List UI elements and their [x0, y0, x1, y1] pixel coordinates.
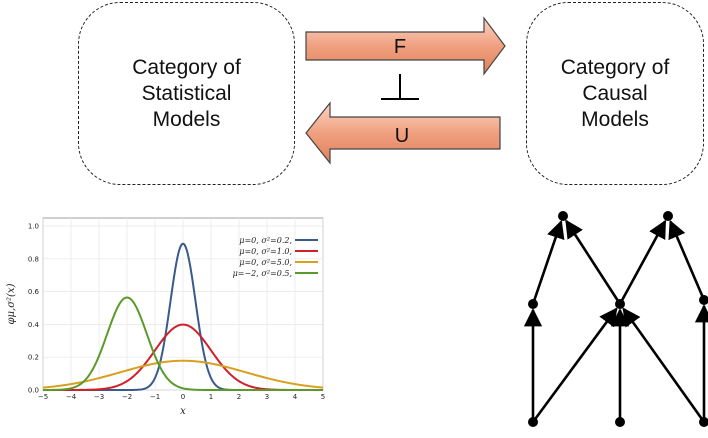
x-tick-label: −4	[66, 393, 77, 401]
x-tick-label: −1	[150, 393, 160, 401]
x-tick-label: 3	[265, 393, 269, 401]
node-top-right	[663, 211, 673, 221]
series-line-2	[42, 359, 324, 389]
node-bottom-right	[699, 417, 708, 427]
node-mid-left	[528, 299, 538, 309]
edge-mid-right-to-top-right	[668, 219, 706, 301]
x-tick-label: 5	[321, 393, 325, 401]
edge-bottom-right-to-mid-center	[622, 307, 706, 423]
y-axis-label: φμ,σ²(x)	[6, 283, 17, 324]
edge-bottom-left-to-mid-center	[531, 307, 618, 423]
functor-f-arrow: F	[305, 16, 506, 76]
x-tick-label: −2	[122, 393, 132, 401]
functor-f-label: F	[394, 36, 406, 58]
legend-label-2: μ=0, σ²=5.0,	[239, 258, 292, 267]
legend-label-3: μ=−2, σ²=0.5,	[233, 269, 292, 278]
functor-u-arrow: U	[305, 101, 501, 165]
statistical-models-category: Category of Statistical Models	[78, 2, 295, 185]
edge-mid-center-to-top-right	[618, 219, 667, 305]
series-line-3	[43, 296, 323, 391]
y-tick-label: 1.0	[28, 223, 39, 231]
legend-label-0: μ=0, σ²=0.2,	[239, 236, 292, 245]
edge-mid-left-to-top-left	[531, 219, 565, 305]
edge-mid-center-to-top-left	[565, 219, 622, 305]
y-tick-label: 0.2	[28, 354, 39, 362]
node-bottom-left	[528, 417, 538, 427]
x-tick-label: −5	[38, 393, 48, 401]
causal-models-category: Category of Causal Models	[526, 2, 704, 185]
adjunction-symbol	[381, 74, 419, 100]
x-tick-label: −3	[94, 393, 104, 401]
x-tick-label: 0	[181, 393, 185, 401]
y-tick-label: 0.4	[28, 321, 40, 329]
legend-label-1: μ=0, σ²=1.0,	[239, 247, 292, 256]
functor-u-label: U	[395, 125, 409, 147]
causal-graph	[523, 211, 708, 427]
node-top-left	[558, 211, 568, 221]
y-tick-label: 0.0	[28, 387, 39, 395]
y-tick-label: 0.6	[28, 288, 40, 296]
x-tick-label: 1	[209, 393, 213, 401]
node-mid-center	[615, 299, 625, 309]
x-axis-label: x	[180, 406, 186, 417]
node-bottom-center	[615, 417, 625, 427]
x-tick-label: 2	[237, 393, 241, 401]
x-tick-label: 4	[293, 393, 298, 401]
y-tick-label: 0.8	[28, 255, 39, 263]
normal-distribution-chart: −5 −4 −3 −2 −1 0 1 2 3 4 5 0.0 0.2 0.4 0.6 0.8 1.0 μ=0, σ…	[6, 217, 325, 417]
node-mid-right	[699, 295, 708, 305]
